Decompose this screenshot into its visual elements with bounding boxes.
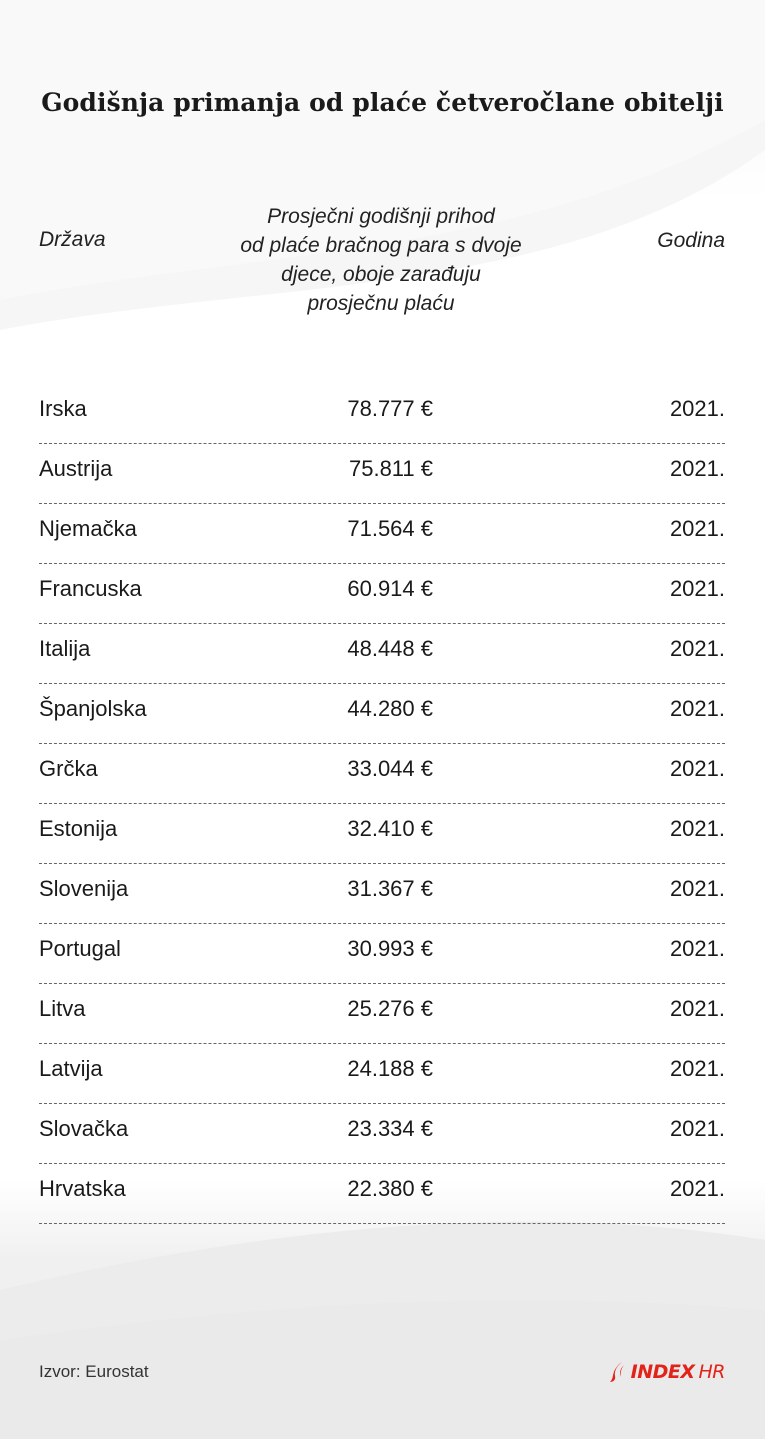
country-cell: Slovačka bbox=[39, 1116, 129, 1141]
logo-text-index: INDEX bbox=[630, 1361, 695, 1383]
table-row: Litva 25.276 € 2021. bbox=[39, 984, 725, 1044]
table-body: Irska 78.777 €2021. Austrija 75.811 €2021. N… bbox=[39, 384, 725, 1224]
income-cell: 44.280 € bbox=[347, 696, 433, 721]
table-row: Italija 48.448 € 2021. bbox=[39, 624, 725, 684]
year-cell: 2021. bbox=[669, 1056, 725, 1081]
column-header-income-line: djece, oboje zarađuju bbox=[281, 263, 481, 286]
country-cell: Njemačka bbox=[39, 516, 137, 541]
country-cell: Grčka bbox=[39, 756, 98, 781]
index-hr-logo: INDEX HR bbox=[609, 1360, 725, 1384]
year-cell: 2021. bbox=[669, 456, 725, 481]
table-row: Njemačka 71.564 € 2021. bbox=[39, 504, 725, 564]
income-cell: 31.367 € bbox=[347, 876, 433, 901]
income-cell: 22.380 € bbox=[347, 1176, 433, 1201]
income-cell: 24.188 € bbox=[347, 1056, 433, 1081]
country-cell: Francuska bbox=[39, 576, 142, 601]
income-cell: 71.564 € bbox=[347, 516, 433, 541]
income-cell: 32.410 € bbox=[347, 816, 433, 841]
country-cell: Španjolska bbox=[39, 696, 147, 721]
country-cell: Irska bbox=[39, 396, 87, 421]
source-note: Izvor: Eurostat bbox=[39, 1362, 149, 1381]
table-row: Austrija 75.811 € 2021. bbox=[39, 444, 725, 504]
year-cell: 2021. bbox=[669, 876, 725, 901]
income-cell: 23.334 € bbox=[347, 1116, 433, 1141]
column-header-income-line: od plaće bračnog para s dvoje bbox=[240, 234, 522, 257]
country-cell: Austrija bbox=[39, 456, 113, 481]
table-row: Španjolska 44.280 € 2021. bbox=[39, 684, 725, 744]
country-cell: Litva bbox=[39, 996, 86, 1021]
year-cell: 2021. bbox=[669, 576, 725, 601]
country-cell: Italija bbox=[39, 636, 91, 661]
income-cell: 75.811 € bbox=[348, 456, 433, 481]
table-row: Hrvatska 22.380 € 2021. bbox=[39, 1164, 725, 1224]
year-cell: 2021. bbox=[669, 996, 725, 1021]
column-header-country: Država bbox=[39, 228, 106, 251]
table-row: Estonija 32.410 € 2021. bbox=[39, 804, 725, 864]
table-row: Slovenija 31.367 € 2021. bbox=[39, 864, 725, 924]
income-cell: 78.777 € bbox=[347, 396, 433, 421]
table-row: Grčka 33.044 € 2021. bbox=[39, 744, 725, 804]
column-header-income: Prosječni godišnji prihod od plaće bračn… bbox=[200, 202, 562, 318]
income-cell: 30.993 € bbox=[347, 936, 433, 961]
country-cell: Slovenija bbox=[39, 876, 129, 901]
year-cell: 2021. bbox=[669, 936, 725, 961]
year-cell: 2021. bbox=[669, 396, 725, 421]
income-cell: 25.276 € bbox=[347, 996, 433, 1021]
table-row: Francuska 60.914 € 2021. bbox=[39, 564, 725, 624]
year-cell: 2021. bbox=[669, 516, 725, 541]
table-row: Portugal 30.993 € 2021. bbox=[39, 924, 725, 984]
column-header-year: Godina bbox=[657, 229, 725, 252]
year-cell: 2021. bbox=[669, 696, 725, 721]
income-cell: 33.044 € bbox=[347, 756, 433, 781]
index-hr-logo-icon bbox=[609, 1362, 624, 1382]
table-row: Slovačka 23.334 € 2021. bbox=[39, 1104, 725, 1164]
country-cell: Portugal bbox=[39, 936, 121, 961]
chart-title: Godišnja primanja od plaće četveročlane … bbox=[41, 88, 724, 117]
country-cell: Latvija bbox=[39, 1056, 103, 1081]
year-cell: 2021. bbox=[669, 1176, 725, 1201]
table-row: Latvija 24.188 € 2021. bbox=[39, 1044, 725, 1104]
year-cell: 2021. bbox=[669, 816, 725, 841]
logo-text-hr: HR bbox=[698, 1361, 726, 1383]
income-cell: 60.914 € bbox=[347, 576, 433, 601]
column-header-income-line: prosječnu plaću bbox=[307, 292, 455, 315]
year-cell: 2021. bbox=[669, 756, 725, 781]
country-cell: Estonija bbox=[39, 816, 118, 841]
column-header-income-line: Prosječni godišnji prihod bbox=[267, 205, 495, 228]
income-cell: 48.448 € bbox=[347, 636, 433, 661]
year-cell: 2021. bbox=[669, 1116, 725, 1141]
country-cell: Hrvatska bbox=[39, 1176, 126, 1201]
year-cell: 2021. bbox=[669, 636, 725, 661]
table-row: Irska 78.777 € 2021. bbox=[39, 384, 725, 444]
